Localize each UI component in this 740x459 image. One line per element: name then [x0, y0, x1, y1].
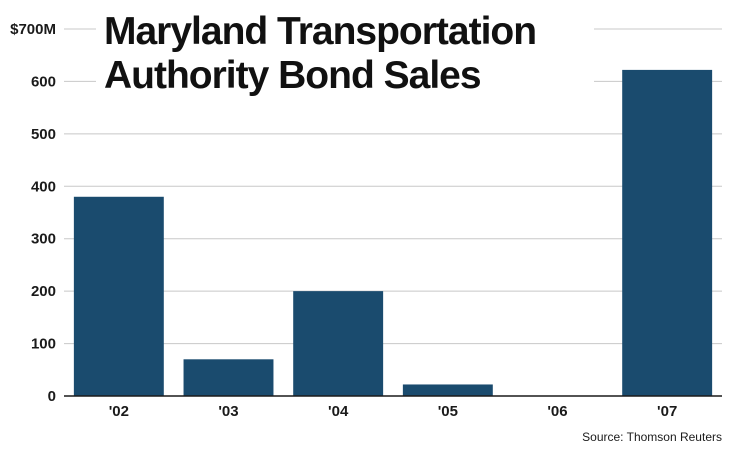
y-tick-label: 300: [31, 231, 56, 248]
y-tick-label: 200: [31, 283, 56, 300]
y-tick-label: 400: [31, 178, 56, 195]
x-tick-label: '06: [547, 403, 567, 420]
bar: [402, 384, 493, 396]
x-tick-label: '04: [328, 403, 349, 420]
y-tick-label: 100: [31, 336, 56, 353]
bar: [73, 196, 164, 396]
y-tick-label: 600: [31, 73, 56, 90]
bar: [183, 359, 274, 396]
bar: [293, 291, 384, 396]
x-axis-ticks: '02 '03 '04 '05 '06 '07: [109, 403, 678, 420]
title-background: [96, 2, 594, 98]
x-tick-label: '03: [218, 403, 238, 420]
y-tick-label: $700M: [10, 21, 56, 38]
chart-title-line-1: Maryland Transportation: [104, 10, 536, 53]
x-tick-label: '05: [438, 403, 458, 420]
y-tick-label: 500: [31, 126, 56, 143]
bars: [73, 69, 713, 396]
y-axis-ticks: 0 100 200 300 400 500 600 $700M: [10, 21, 56, 405]
y-tick-label: 0: [48, 388, 56, 405]
bar: [622, 69, 713, 396]
x-tick-label: '07: [657, 403, 677, 420]
chart-title-line-2: Authority Bond Sales: [104, 54, 481, 97]
x-tick-label: '02: [109, 403, 129, 420]
source-note: Source: Thomson Reuters: [582, 430, 722, 444]
